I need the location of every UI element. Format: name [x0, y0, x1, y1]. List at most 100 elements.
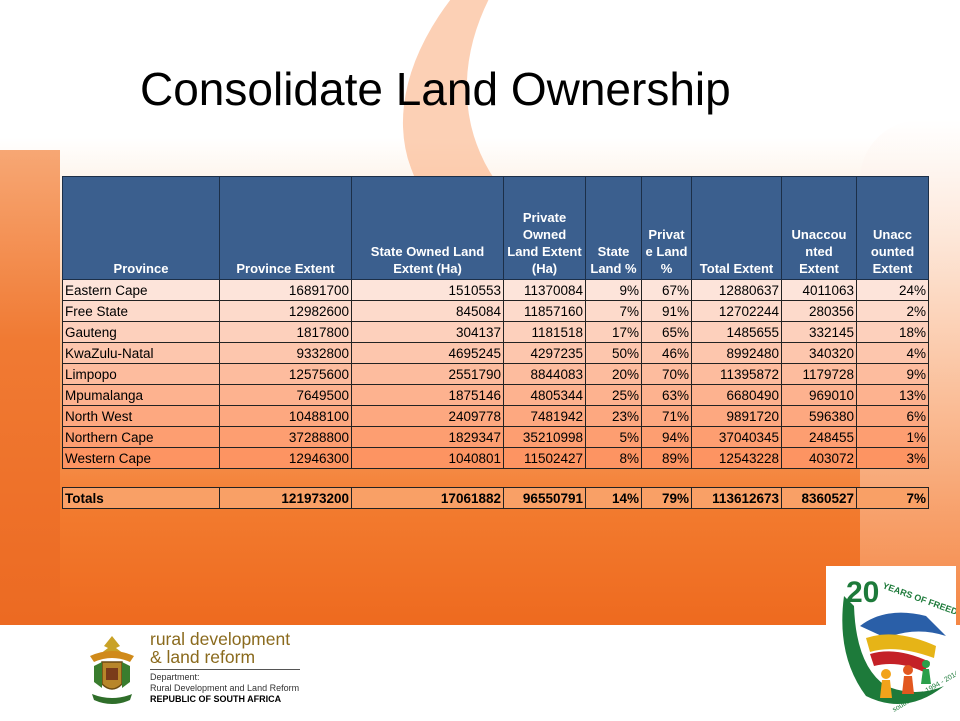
table-row: Limpopo 12575600 2551790 8844083 20% 70% 11395… [62, 363, 929, 385]
column-header: State Land % [585, 176, 642, 280]
province-name-cell: Limpopo [62, 363, 220, 385]
table-cell: 12946300 [219, 447, 352, 469]
table-cell: 25% [585, 384, 642, 406]
footer [0, 625, 960, 720]
table-cell: 332145 [781, 321, 857, 343]
table-cell: 11857160 [503, 300, 586, 322]
column-header: State Owned Land Extent (Ha) [351, 176, 504, 280]
table-cell: 6% [856, 405, 929, 427]
table-cell: 65% [641, 321, 692, 343]
table-cell: 79% [641, 487, 692, 509]
table-cell: 11502427 [503, 447, 586, 469]
department-name-line2: & land reform [150, 647, 256, 667]
table-cell: 248455 [781, 426, 857, 448]
column-header: Province [62, 176, 220, 280]
table-cell: 304137 [351, 321, 504, 343]
table-cell: 340320 [781, 342, 857, 364]
decorative-left-band [0, 150, 60, 625]
table-cell: 596380 [781, 405, 857, 427]
table-cell: 8% [585, 447, 642, 469]
table-cell: 63% [641, 384, 692, 406]
province-name-cell: North West [62, 405, 220, 427]
coat-of-arms-icon [90, 636, 134, 704]
column-header: Total Extent [691, 176, 782, 280]
table-cell: 9891720 [691, 405, 782, 427]
table-cell: 7481942 [503, 405, 586, 427]
table-row: Northern Cape 37288800 1829347 35210998 5% 94… [62, 426, 929, 448]
table-cell: 5% [585, 426, 642, 448]
table-row: North West 10488100 2409778 7481942 23% 71% 98… [62, 405, 929, 427]
table-cell: 9% [585, 279, 642, 301]
table-cell: 12982600 [219, 300, 352, 322]
table-cell: 23% [585, 405, 642, 427]
table-cell: 7% [585, 300, 642, 322]
table-row: Eastern Cape 16891700 1510553 11370084 9% 67%… [62, 279, 929, 301]
department-logo-text: rural development & land reform Departme… [150, 630, 320, 705]
table-row: Free State 12982600 845084 11857160 7% 91% 127… [62, 300, 929, 322]
table-cell: 3% [856, 447, 929, 469]
slide-title: Consolidate Land Ownership [140, 63, 731, 115]
table-cell: 2% [856, 300, 929, 322]
totals-row: Totals 121973200 17061882 96550791 14% 79% 113… [62, 487, 929, 509]
column-header: Unaccou nted Extent [781, 176, 857, 280]
table-cell: 280356 [781, 300, 857, 322]
divider [150, 669, 300, 670]
table-cell: 8992480 [691, 342, 782, 364]
table-cell: 845084 [351, 300, 504, 322]
table-cell: 24% [856, 279, 929, 301]
table-cell: 1510553 [351, 279, 504, 301]
table-cell: 1% [856, 426, 929, 448]
province-name-cell: Mpumalanga [62, 384, 220, 406]
table-cell: 17% [585, 321, 642, 343]
table-cell: 11370084 [503, 279, 586, 301]
table-cell: 4% [856, 342, 929, 364]
table-cell: 16891700 [219, 279, 352, 301]
table-cell: 11395872 [691, 363, 782, 385]
column-header: Privat e Land % [641, 176, 692, 280]
table-cell: 71% [641, 405, 692, 427]
twenty-years-freedom-badge: 20 YEARS OF FREEDOM south africa 1994 - … [826, 566, 960, 716]
table-cell: 89% [641, 447, 692, 469]
department-label: Department: [150, 672, 200, 682]
table-cell: 13% [856, 384, 929, 406]
table-cell: 18% [856, 321, 929, 343]
table-cell: 969010 [781, 384, 857, 406]
table-cell: 121973200 [219, 487, 352, 509]
province-name-cell: Free State [62, 300, 220, 322]
table-cell: 35210998 [503, 426, 586, 448]
province-name-cell: Western Cape [62, 447, 220, 469]
table-cell: 46% [641, 342, 692, 364]
table-cell: 37288800 [219, 426, 352, 448]
badge-number: 20 [846, 576, 879, 609]
table-cell: 9% [856, 363, 929, 385]
province-name-cell: Totals [62, 487, 220, 509]
table-cell: 4805344 [503, 384, 586, 406]
table-spacer-row [63, 469, 929, 488]
province-name-cell: Northern Cape [62, 426, 220, 448]
table-cell: 67% [641, 279, 692, 301]
table-row: Gauteng 1817800 304137 1181518 17% 65% 1485655… [62, 321, 929, 343]
table-cell: 94% [641, 426, 692, 448]
table-cell: 10488100 [219, 405, 352, 427]
table-cell: 20% [585, 363, 642, 385]
table-cell: 7% [856, 487, 929, 509]
spacer-cell [63, 469, 929, 488]
table-cell: 91% [641, 300, 692, 322]
province-name-cell: KwaZulu-Natal [62, 342, 220, 364]
table-row: KwaZulu-Natal 9332800 4695245 4297235 50% 46%… [62, 342, 929, 364]
province-name-cell: Gauteng [62, 321, 220, 343]
table-cell: 2551790 [351, 363, 504, 385]
table-cell: 70% [641, 363, 692, 385]
province-name-cell: Eastern Cape [62, 279, 220, 301]
table-cell: 4011063 [781, 279, 857, 301]
table-cell: 6680490 [691, 384, 782, 406]
table-cell: 9332800 [219, 342, 352, 364]
table-cell: 7649500 [219, 384, 352, 406]
column-header: Province Extent [219, 176, 352, 280]
table-row: Western Cape 12946300 1040801 11502427 8% 89%… [62, 447, 929, 469]
table-cell: 4297235 [503, 342, 586, 364]
table-header-row: Province Province Extent State Owned Lan… [62, 176, 929, 280]
table-cell: 17061882 [351, 487, 504, 509]
table-cell: 4695245 [351, 342, 504, 364]
table-cell: 2409778 [351, 405, 504, 427]
